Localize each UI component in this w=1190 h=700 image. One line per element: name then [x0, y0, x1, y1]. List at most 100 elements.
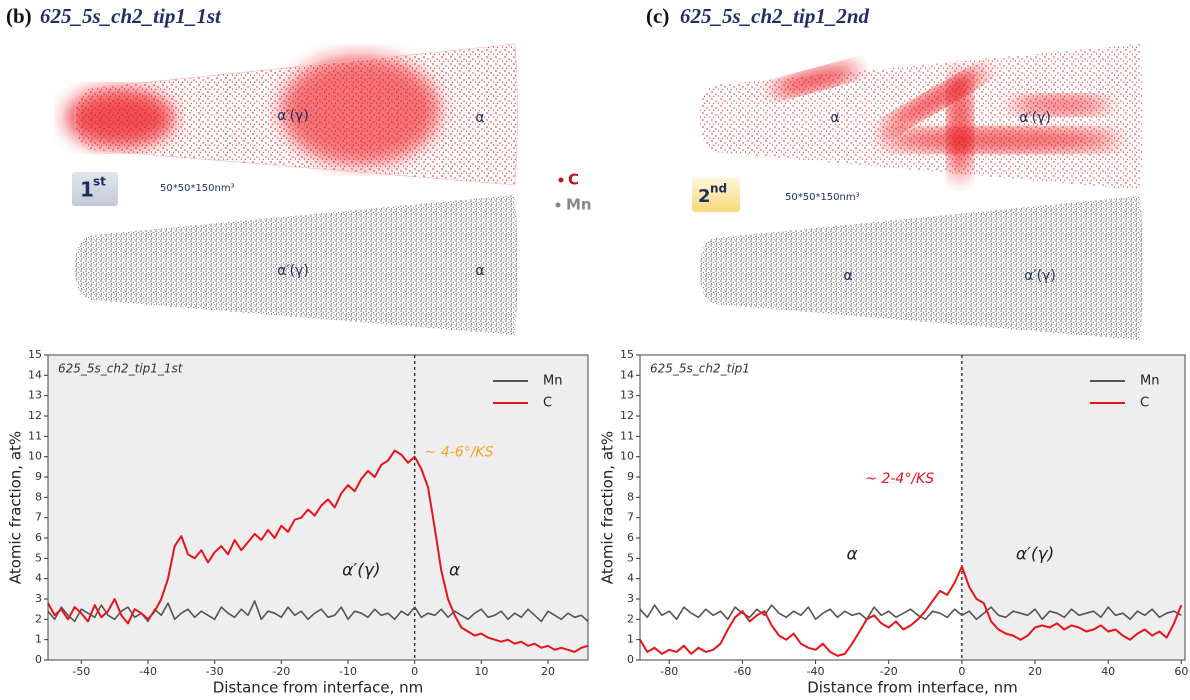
y-tick-label: 13: [28, 389, 42, 402]
x-tick-label: -40: [807, 665, 825, 678]
y-tick-label: 7: [35, 511, 42, 524]
phase-label: α′(γ): [1024, 268, 1056, 284]
badge-number: 1: [80, 178, 94, 202]
panel-label: (b): [6, 4, 32, 28]
y-tick-label: 3: [35, 592, 42, 605]
panel-title: 625_5s_ch2_tip1_2nd: [680, 4, 870, 28]
y-tick-label: 13: [620, 389, 634, 402]
annotation: α: [847, 544, 858, 564]
y-tick-label: 2: [627, 612, 634, 625]
series-line: [47, 600, 589, 623]
x-tick-label: -10: [339, 665, 357, 678]
y-tick-label: 8: [35, 490, 42, 503]
species-label: C: [568, 171, 579, 189]
series-line: [639, 565, 1183, 657]
y-tick-label: 1: [627, 633, 634, 646]
x-tick-label: 0: [411, 665, 418, 678]
y-tick-label: 7: [627, 511, 634, 524]
badge: [72, 172, 118, 206]
y-tick-label: 14: [28, 368, 42, 381]
y-tick-label: 8: [627, 490, 634, 503]
x-tick-label: 40: [1101, 665, 1115, 678]
x-axis-label: Distance from interface, nm: [807, 679, 1018, 697]
shaded-region: [48, 355, 588, 660]
annotation: α: [449, 561, 460, 581]
y-axis-label: Atomic fraction, at%: [7, 431, 25, 584]
y-tick-label: 11: [620, 429, 634, 442]
x-tick-label: -30: [206, 665, 224, 678]
badge-number: 2: [698, 186, 711, 207]
phase-label: α′(γ): [277, 263, 309, 279]
atom-map-c: [700, 44, 1143, 190]
annotation: α′(γ): [1016, 544, 1054, 564]
legend-label: C: [543, 396, 552, 411]
atom-map-mn: [700, 196, 1143, 340]
series-line: [47, 449, 589, 653]
species-label: Mn: [566, 196, 592, 214]
corner-label: 625_5s_ch2_tip1: [650, 362, 750, 376]
y-tick-label: 9: [35, 470, 42, 483]
y-tick-label: 14: [620, 368, 634, 381]
y-tick-label: 10: [28, 450, 42, 463]
atom-map-c: [65, 43, 518, 186]
x-tick-label: -20: [272, 665, 290, 678]
plot-frame: [639, 354, 1186, 661]
volume: 50*50*150nm³: [160, 183, 235, 194]
x-tick-label: 10: [474, 665, 488, 678]
annotation: α′(γ): [342, 561, 380, 581]
panel-title: 625_5s_ch2_tip1_1st: [40, 4, 222, 28]
series-line: [639, 604, 1182, 621]
shaded-region: [961, 355, 1185, 660]
legend-label: Mn: [1140, 374, 1159, 389]
x-tick-label: -40: [139, 665, 157, 678]
x-tick-label: 20: [1028, 665, 1042, 678]
phase-label: α: [475, 263, 484, 279]
legend-label: Mn: [543, 374, 562, 389]
y-tick-label: 2: [35, 612, 42, 625]
x-tick-label: 0: [958, 665, 965, 678]
corner-label: 625_5s_ch2_tip1_1st: [58, 362, 184, 376]
y-tick-label: 11: [28, 429, 42, 442]
y-tick-label: 3: [627, 592, 634, 605]
plot-frame: [47, 354, 589, 661]
badge: [692, 178, 740, 212]
species-marker: [555, 202, 561, 208]
y-tick-label: 0: [627, 653, 634, 666]
y-tick-label: 12: [28, 409, 42, 422]
phase-label: α: [830, 110, 839, 126]
x-tick-label: 20: [541, 665, 555, 678]
y-axis-label: Atomic fraction, at%: [599, 431, 617, 584]
atom-map-mn: [75, 195, 518, 335]
y-tick-label: 12: [620, 409, 634, 422]
x-axis-label: Distance from interface, nm: [213, 679, 424, 697]
x-tick-label: 60: [1174, 665, 1188, 678]
y-tick-label: 15: [620, 348, 634, 361]
y-tick-label: 6: [35, 531, 42, 544]
y-tick-label: 15: [28, 348, 42, 361]
x-tick-label: -80: [660, 665, 678, 678]
y-tick-label: 4: [627, 572, 634, 585]
badge-suffix: nd: [710, 182, 727, 196]
x-tick-label: -60: [733, 665, 751, 678]
x-tick-label: -50: [72, 665, 90, 678]
legend-label: C: [1140, 396, 1149, 411]
y-tick-label: 10: [620, 450, 634, 463]
annotation: ~ 2-4°/KS: [865, 471, 934, 487]
y-tick-label: 6: [627, 531, 634, 544]
phase-label: α′(γ): [277, 108, 309, 124]
y-tick-label: 5: [627, 551, 634, 564]
phase-label: α: [475, 110, 484, 126]
volume: 50*50*150nm³: [785, 192, 860, 203]
x-tick-label: -20: [880, 665, 898, 678]
y-tick-label: 4: [35, 572, 42, 585]
y-tick-label: 9: [627, 470, 634, 483]
y-tick-label: 5: [35, 551, 42, 564]
badge-suffix: st: [93, 175, 106, 189]
y-tick-label: 1: [35, 633, 42, 646]
panel-label: (c): [646, 4, 669, 28]
annotation: ~ 4-6°/KS: [425, 445, 494, 461]
y-tick-label: 0: [35, 653, 42, 666]
phase-label: α: [843, 268, 852, 284]
phase-label: α′(γ): [1019, 110, 1051, 126]
